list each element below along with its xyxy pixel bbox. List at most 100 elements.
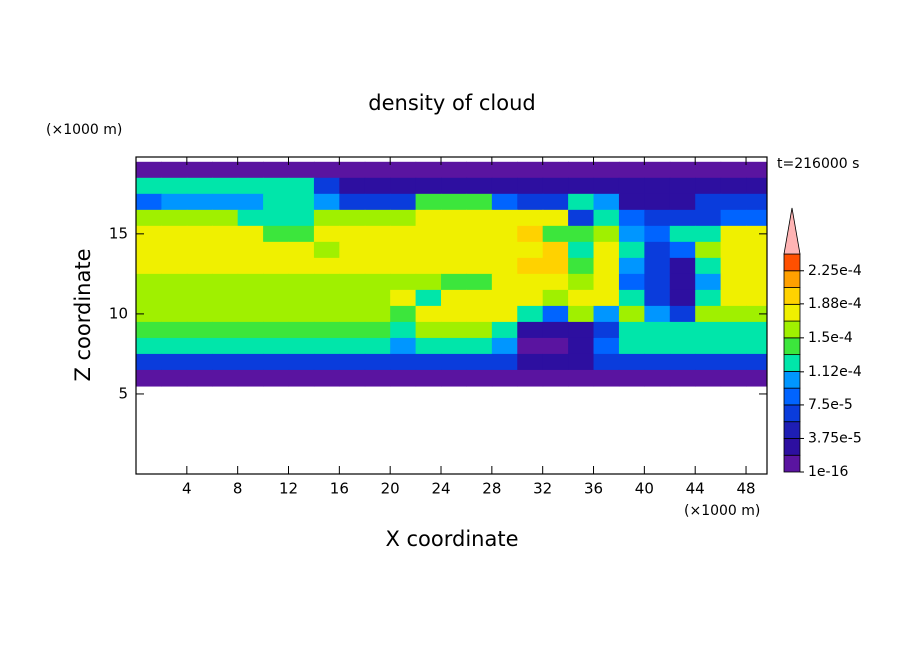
field-cell xyxy=(339,209,366,227)
field-cell xyxy=(746,241,767,259)
field-cell xyxy=(695,257,722,275)
field-cell xyxy=(415,321,442,339)
field-cell xyxy=(339,369,366,387)
field-cell xyxy=(161,273,188,291)
field-cell xyxy=(390,225,417,243)
field-cell xyxy=(568,337,595,355)
colorbar-label: 7.5e-5 xyxy=(808,397,853,413)
field-cell xyxy=(263,257,290,275)
field-cell xyxy=(466,177,493,195)
field-cell xyxy=(466,241,493,259)
field-cell xyxy=(695,209,722,227)
field-cell xyxy=(695,177,722,195)
field-cell xyxy=(441,209,468,227)
field-cell xyxy=(746,353,767,371)
field-cell xyxy=(593,241,620,259)
field-cell xyxy=(390,241,417,259)
field-cell xyxy=(542,209,569,227)
field-cell xyxy=(593,161,620,179)
field-cell xyxy=(466,225,493,243)
field-cell xyxy=(542,225,569,243)
field-cell xyxy=(517,305,544,323)
field-cell xyxy=(669,353,696,371)
field-cell xyxy=(339,321,366,339)
colorbar-band xyxy=(783,320,801,339)
field-cell xyxy=(669,177,696,195)
x-tick-label: 12 xyxy=(279,480,298,498)
field-cell xyxy=(313,305,340,323)
field-cell xyxy=(695,353,722,371)
field-cell xyxy=(593,289,620,307)
field-cell xyxy=(390,209,417,227)
field-cell xyxy=(669,305,696,323)
y-unit: (×1000 m) xyxy=(46,122,122,138)
field-cell xyxy=(644,209,671,227)
field-cell xyxy=(746,273,767,291)
field-cell xyxy=(695,337,722,355)
field-cell xyxy=(644,321,671,339)
annotation: t=216000 s xyxy=(777,156,859,172)
field-cell xyxy=(364,241,391,259)
field-cell xyxy=(695,161,722,179)
field-cell xyxy=(491,369,518,387)
field-cell xyxy=(746,305,767,323)
field-cell xyxy=(288,209,315,227)
field-cell xyxy=(364,337,391,355)
field-cell xyxy=(161,321,188,339)
field-cell xyxy=(441,321,468,339)
field-cell xyxy=(161,257,188,275)
field-cell xyxy=(644,193,671,211)
field-cell xyxy=(542,337,569,355)
field-cell xyxy=(695,321,722,339)
field-cell xyxy=(415,353,442,371)
field-cell xyxy=(313,177,340,195)
field-cell xyxy=(542,257,569,275)
field-cell xyxy=(695,305,722,323)
field-cell xyxy=(542,161,569,179)
field-cell xyxy=(288,161,315,179)
field-cell xyxy=(466,305,493,323)
x-tick-label: 36 xyxy=(584,480,603,498)
field-cell xyxy=(644,369,671,387)
field-cell xyxy=(390,177,417,195)
field-cell xyxy=(263,369,290,387)
field-cell xyxy=(263,305,290,323)
colorbar-band xyxy=(783,354,801,372)
field-cell xyxy=(263,193,290,211)
field-cell xyxy=(339,257,366,275)
field-cell xyxy=(212,257,239,275)
field-cell xyxy=(263,289,290,307)
field-cell xyxy=(288,337,315,355)
field-cell xyxy=(288,369,315,387)
field-cell xyxy=(237,241,264,259)
field-cell xyxy=(517,193,544,211)
field-cell xyxy=(593,305,620,323)
field-cell xyxy=(237,193,264,211)
field-cell xyxy=(491,289,518,307)
field-cell xyxy=(288,193,315,211)
field-cell xyxy=(746,289,767,307)
field-cell xyxy=(568,353,595,371)
field-cell xyxy=(136,337,163,355)
field-cell xyxy=(237,337,264,355)
x-tick-label: 32 xyxy=(533,480,552,498)
field-cell xyxy=(720,193,747,211)
colorbar-band xyxy=(783,303,801,322)
field-cell xyxy=(288,305,315,323)
field-cell xyxy=(263,209,290,227)
field-cell xyxy=(263,161,290,179)
field-cell xyxy=(669,273,696,291)
field-cell xyxy=(491,305,518,323)
field-cell xyxy=(466,369,493,387)
field-cell xyxy=(542,177,569,195)
field-cell xyxy=(313,193,340,211)
field-cell xyxy=(186,273,213,291)
field-cell xyxy=(593,353,620,371)
field-cell xyxy=(364,177,391,195)
y-axis-label: Z coordinate xyxy=(71,248,95,381)
field-cell xyxy=(491,337,518,355)
field-cell xyxy=(669,257,696,275)
field-cell xyxy=(542,321,569,339)
field-cell xyxy=(237,209,264,227)
field-cell xyxy=(466,337,493,355)
